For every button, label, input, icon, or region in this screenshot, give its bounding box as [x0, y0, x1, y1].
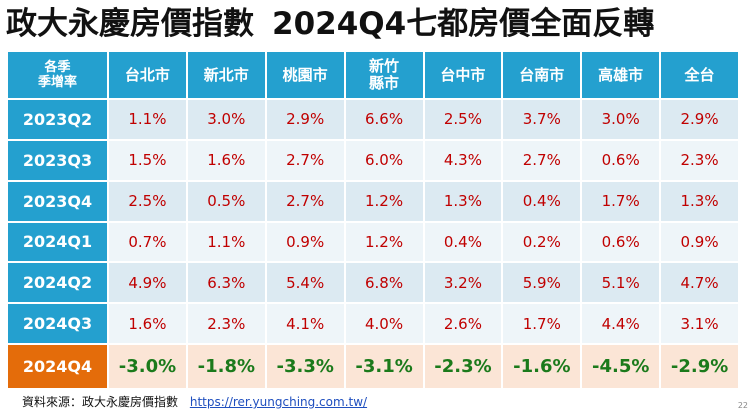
page-title: 政大永慶房價指數 2024Q4七都房價全面反轉 — [6, 2, 746, 46]
row-label: 2024Q3 — [8, 304, 107, 344]
table-cell: 0.4% — [424, 222, 502, 262]
table-cell: 6.3% — [187, 263, 265, 303]
column-header-label: 台北市 — [124, 65, 170, 84]
source-label: 資料來源：政大永慶房價指數 — [22, 395, 179, 409]
table-cell: 1.7% — [503, 304, 581, 344]
table-cell: 0.6% — [582, 140, 660, 180]
table-cell-negative: -2.3% — [424, 345, 502, 388]
header-row: 各季 季增率 台北市 新北市 桃園市 新竹 縣市 台中市 台南市 高雄市 全台 — [8, 52, 738, 98]
table-cell-negative: -3.0% — [109, 345, 186, 388]
table-row-2023q2: 2023Q2 1.1% 3.0% 2.9% 6.6% 2.5% 3.7% 3.0… — [8, 100, 738, 139]
column-header-kaohsiung: 高雄市 — [582, 52, 660, 98]
table-cell: 0.2% — [503, 222, 581, 262]
table-cell: 1.1% — [187, 222, 265, 262]
row-label-highlight: 2024Q4 — [8, 345, 107, 388]
column-header-label: 新竹 — [369, 57, 400, 75]
table-cell: 3.7% — [503, 100, 581, 139]
table-cell-negative: -2.9% — [661, 345, 738, 388]
table-cell: 2.3% — [187, 304, 265, 344]
table-cell: 3.1% — [661, 304, 738, 344]
source-note: 資料來源：政大永慶房價指數 https://rer.yungching.com.… — [22, 393, 367, 410]
table-cell-negative: -1.8% — [187, 345, 265, 388]
table-cell: 5.4% — [266, 263, 344, 303]
column-header-label: 新北市 — [203, 65, 249, 84]
table-row-2023q4: 2023Q4 2.5% 0.5% 2.7% 1.2% 1.3% 0.4% 1.7… — [8, 181, 738, 221]
title-right: 2024Q4七都房價全面反轉 — [272, 6, 655, 42]
row-label: 2023Q2 — [8, 100, 107, 139]
table-cell: 0.9% — [266, 222, 344, 262]
column-header-hsinchu: 新竹 縣市 — [345, 52, 423, 98]
row-label: 2024Q1 — [8, 222, 107, 262]
table-cell: 1.3% — [661, 181, 738, 221]
corner-line-2: 季增率 — [37, 75, 77, 90]
row-label: 2023Q4 — [8, 181, 107, 221]
price-index-table: 各季 季增率 台北市 新北市 桃園市 新竹 縣市 台中市 台南市 高雄市 全台 2… — [6, 50, 740, 390]
column-header-label: 高雄市 — [598, 65, 644, 84]
table-cell: 6.8% — [345, 263, 423, 303]
column-header-taichung: 台中市 — [424, 52, 502, 98]
table-row-2024q2: 2024Q2 4.9% 6.3% 5.4% 6.8% 3.2% 5.9% 5.1… — [8, 263, 738, 303]
table-cell-negative: -3.3% — [266, 345, 344, 388]
table-cell: 3.2% — [424, 263, 502, 303]
table-row-2024q4: 2024Q4 -3.0% -1.8% -3.3% -3.1% -2.3% -1.… — [8, 345, 738, 388]
table-cell: 2.9% — [266, 100, 344, 139]
table-cell: 2.6% — [424, 304, 502, 344]
table-cell: 2.7% — [503, 140, 581, 180]
table-cell: 4.0% — [345, 304, 423, 344]
corner-line-1: 各季 — [44, 60, 71, 75]
table-cell: 5.1% — [582, 263, 660, 303]
table-cell: 0.7% — [109, 222, 186, 262]
table-cell: 1.7% — [582, 181, 660, 221]
table-cell-negative: -3.1% — [345, 345, 423, 388]
table-cell: 4.4% — [582, 304, 660, 344]
table-cell: 6.6% — [345, 100, 423, 139]
table-row-2023q3: 2023Q3 1.5% 1.6% 2.7% 6.0% 4.3% 2.7% 0.6… — [8, 140, 738, 180]
column-header-label: 台中市 — [440, 65, 486, 84]
table-cell: 1.1% — [109, 100, 186, 139]
table-row-2024q3: 2024Q3 1.6% 2.3% 4.1% 4.0% 2.6% 1.7% 4.4… — [8, 304, 738, 344]
table-cell: 1.5% — [109, 140, 186, 180]
table-cell: 1.6% — [109, 304, 186, 344]
column-header-taoyuan: 桃園市 — [266, 52, 344, 98]
corner-header: 各季 季增率 — [8, 52, 107, 98]
table-cell: 5.9% — [503, 263, 581, 303]
column-header-label: 台南市 — [519, 65, 565, 84]
table-cell: 2.5% — [109, 181, 186, 221]
table-cell: 3.0% — [187, 100, 265, 139]
table-cell: 2.7% — [266, 181, 344, 221]
column-header-tainan: 台南市 — [503, 52, 581, 98]
table-cell: 1.2% — [345, 181, 423, 221]
page-number: 22 — [737, 401, 748, 410]
table-cell: 1.3% — [424, 181, 502, 221]
column-header-taipei: 台北市 — [109, 52, 186, 98]
column-header-label: 全台 — [684, 65, 715, 84]
table-cell: 4.1% — [266, 304, 344, 344]
table-cell: 2.7% — [266, 140, 344, 180]
table-cell: 2.3% — [661, 140, 738, 180]
table-cell: 0.4% — [503, 181, 581, 221]
table-cell: 1.6% — [187, 140, 265, 180]
table-cell: 3.0% — [582, 100, 660, 139]
table-cell: 4.3% — [424, 140, 502, 180]
table-cell: 0.6% — [582, 222, 660, 262]
title-left: 政大永慶房價指數 — [6, 6, 254, 42]
table-cell: 4.7% — [661, 263, 738, 303]
table-cell-negative: -1.6% — [503, 345, 581, 388]
table-cell: 4.9% — [109, 263, 186, 303]
table-cell: 6.0% — [345, 140, 423, 180]
table-cell: 2.5% — [424, 100, 502, 139]
row-label: 2024Q2 — [8, 263, 107, 303]
row-label: 2023Q3 — [8, 140, 107, 180]
column-header-new-taipei: 新北市 — [187, 52, 265, 98]
column-header-nationwide: 全台 — [661, 52, 738, 98]
table-cell: 2.9% — [661, 100, 738, 139]
source-link[interactable]: https://rer.yungching.com.tw/ — [189, 395, 368, 409]
table-row-2024q1: 2024Q1 0.7% 1.1% 0.9% 1.2% 0.4% 0.2% 0.6… — [8, 222, 738, 262]
table-cell: 0.5% — [187, 181, 265, 221]
table-cell: 1.2% — [345, 222, 423, 262]
column-header-label: 桃園市 — [282, 65, 328, 84]
table-cell-negative: -4.5% — [582, 345, 660, 388]
table-cell: 0.9% — [661, 222, 738, 262]
column-header-label-line-2: 縣市 — [369, 74, 400, 92]
